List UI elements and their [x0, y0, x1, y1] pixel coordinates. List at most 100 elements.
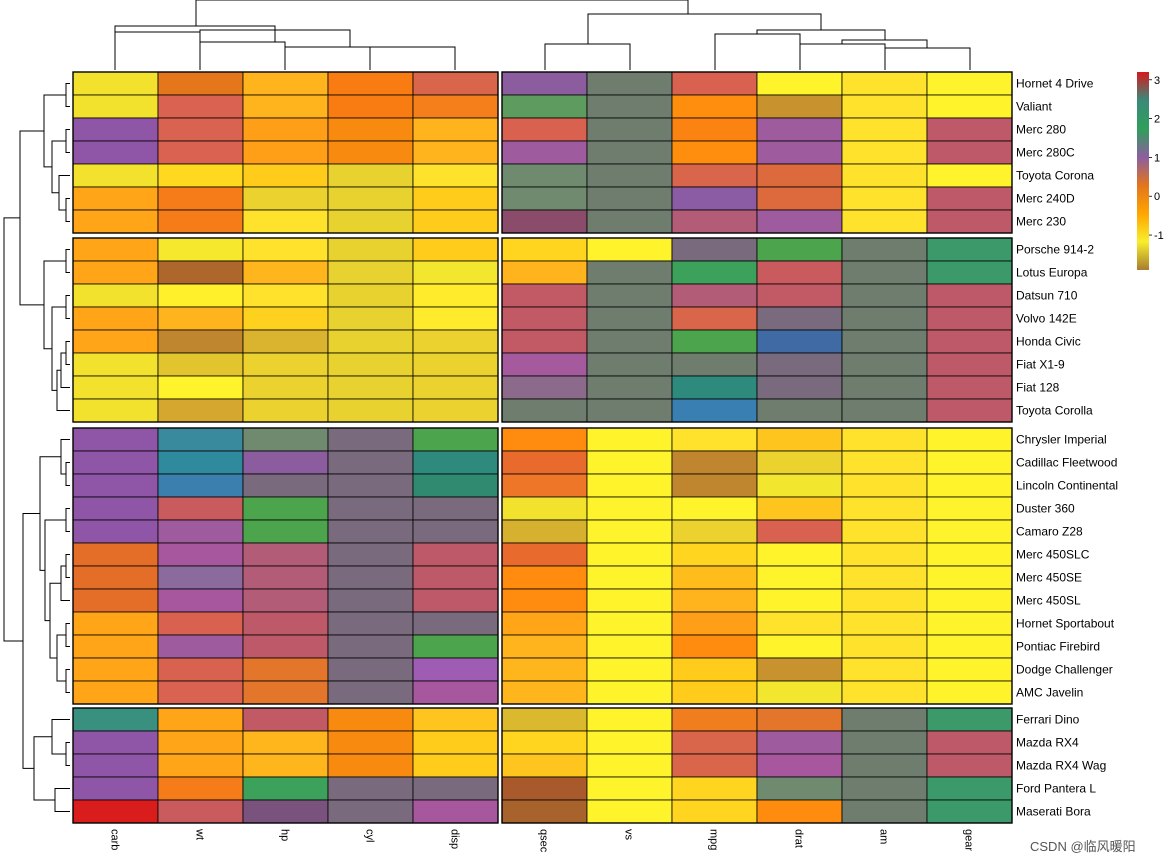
heatmap-cell: [72, 427, 159, 452]
heatmap-cell: [412, 237, 499, 262]
heatmap-cell: [756, 496, 843, 521]
heatmap-cell: [756, 237, 843, 262]
heatmap-cell: [586, 163, 673, 188]
heatmap-cell: [586, 753, 673, 778]
heatmap-cell: [72, 450, 159, 475]
heatmap-cell: [926, 94, 1013, 119]
heatmap-cell: [501, 260, 588, 285]
heatmap-block-border: [501, 237, 1013, 423]
heatmap-cell: [926, 657, 1013, 682]
heatmap-cell: [926, 375, 1013, 400]
heatmap-cell: [586, 237, 673, 262]
heatmap-cell: [327, 730, 414, 755]
heatmap-cell: [671, 306, 758, 331]
colorbar-tick-label: 3: [1154, 75, 1160, 87]
column-label: am: [878, 829, 890, 844]
heatmap-cell: [841, 450, 928, 475]
heatmap-cell: [841, 799, 928, 824]
heatmap-cell: [841, 542, 928, 567]
heatmap-cell: [157, 450, 244, 475]
heatmap-cell: [157, 329, 244, 354]
row-label: Honda Civic: [1016, 335, 1081, 349]
heatmap-cell: [841, 634, 928, 659]
heatmap-cell: [586, 496, 673, 521]
heatmap-cell: [242, 283, 329, 308]
heatmap-cell: [327, 117, 414, 142]
heatmap-cell: [841, 657, 928, 682]
heatmap-cell: [671, 611, 758, 636]
heatmap-cell: [586, 398, 673, 423]
column-label: carb: [109, 829, 121, 850]
heatmap-cell: [671, 519, 758, 544]
heatmap-cell: [926, 260, 1013, 285]
heatmap-cell: [242, 799, 329, 824]
heatmap-cell: [501, 375, 588, 400]
heatmap-cell: [671, 375, 758, 400]
heatmap-cell: [412, 680, 499, 705]
heatmap-cell: [586, 427, 673, 452]
heatmap-cell: [72, 306, 159, 331]
heatmap-cell: [586, 588, 673, 613]
heatmap-cell: [327, 94, 414, 119]
heatmap-cell: [501, 140, 588, 165]
heatmap-cell: [841, 306, 928, 331]
heatmap-cell: [157, 753, 244, 778]
heatmap-cell: [586, 542, 673, 567]
row-label: Merc 280C: [1016, 146, 1075, 160]
heatmap-cell: [671, 186, 758, 211]
heatmap-cell: [671, 352, 758, 377]
heatmap-cell: [327, 329, 414, 354]
heatmap-cell: [72, 611, 159, 636]
heatmap-cell: [841, 473, 928, 498]
heatmap-cell: [841, 565, 928, 590]
heatmap-cell: [501, 611, 588, 636]
heatmap-cell: [501, 634, 588, 659]
colorbar-tick-label: 1: [1154, 152, 1160, 164]
heatmap-cell: [926, 450, 1013, 475]
heatmap-cell: [586, 730, 673, 755]
heatmap-cell: [327, 450, 414, 475]
heatmap-cell: [926, 753, 1013, 778]
row-label: Maserati Bora: [1016, 805, 1091, 819]
heatmap-cell: [412, 657, 499, 682]
heatmap-cell: [501, 94, 588, 119]
heatmap-cell: [242, 117, 329, 142]
heatmap-cell: [157, 209, 244, 234]
heatmap-cell: [756, 260, 843, 285]
heatmap-cell: [841, 753, 928, 778]
row-label: Merc 230: [1016, 215, 1066, 229]
colorbar-tick-label: 0: [1154, 191, 1160, 203]
heatmap-cell: [501, 588, 588, 613]
heatmap-cell: [501, 209, 588, 234]
heatmap-cell: [586, 611, 673, 636]
heatmap-cell: [501, 283, 588, 308]
heatmap-cell: [756, 657, 843, 682]
heatmap-cell: [327, 260, 414, 285]
heatmap-block-border: [72, 707, 499, 824]
row-label: Hornet Sportabout: [1016, 617, 1115, 631]
heatmap-cell: [671, 260, 758, 285]
heatmap-cell: [242, 450, 329, 475]
heatmap-cell: [242, 375, 329, 400]
row-label: Datsun 710: [1016, 289, 1078, 303]
heatmap-cell: [926, 329, 1013, 354]
heatmap-cell: [501, 473, 588, 498]
heatmap-cell: [412, 565, 499, 590]
heatmap-cell: [72, 519, 159, 544]
heatmap-cell: [586, 306, 673, 331]
heatmap-cell: [671, 71, 758, 96]
heatmap-cell: [671, 140, 758, 165]
row-label: Dodge Challenger: [1016, 663, 1113, 677]
heatmap-cell: [756, 588, 843, 613]
heatmap-cell: [501, 329, 588, 354]
heatmap-cell: [756, 71, 843, 96]
heatmap-cell: [157, 496, 244, 521]
heatmap-cell: [671, 117, 758, 142]
heatmap-cell: [412, 707, 499, 732]
heatmap-cell: [412, 634, 499, 659]
row-label: Duster 360: [1016, 502, 1075, 516]
heatmap-cell: [671, 496, 758, 521]
heatmap-cell: [72, 94, 159, 119]
heatmap-cell: [586, 140, 673, 165]
